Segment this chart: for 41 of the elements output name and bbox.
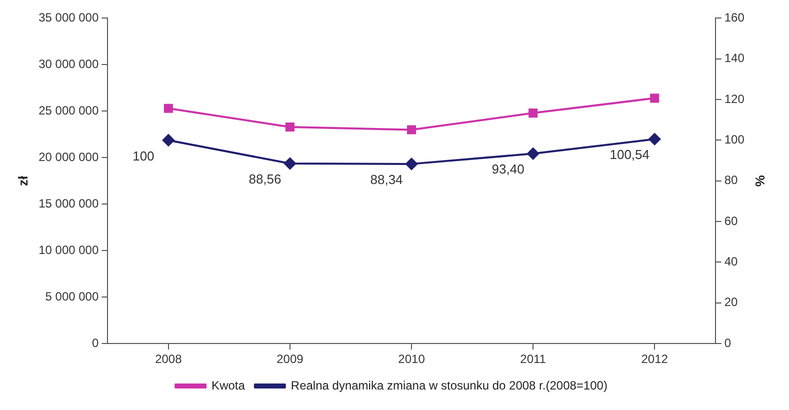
y-tick-label: 15 000 000 bbox=[38, 196, 99, 210]
point bbox=[284, 157, 296, 170]
x-tick-label: 2009 bbox=[276, 352, 304, 366]
y-tick-label: 5 000 000 bbox=[45, 289, 99, 304]
data-label: 100 bbox=[132, 148, 154, 164]
point bbox=[648, 133, 661, 146]
point bbox=[650, 94, 660, 103]
legend-label: Kwota bbox=[212, 378, 246, 392]
data-label: 100,54 bbox=[610, 147, 650, 162]
legend-label: Realna dynamika zmiana w stosunku do 2008 r.(2008=100) bbox=[290, 378, 608, 392]
y2-axis-title: % bbox=[752, 175, 768, 188]
point bbox=[406, 158, 418, 170]
x-tick-label: 2012 bbox=[641, 352, 668, 366]
y-tick-label: 10 000 000 bbox=[38, 242, 99, 257]
y2-tick-label: 140 bbox=[724, 51, 745, 66]
x-tick-label: 2010 bbox=[398, 352, 426, 366]
y2-tick-label: 0 bbox=[724, 336, 732, 350]
y2-tick-label: 120 bbox=[724, 92, 745, 106]
point bbox=[528, 108, 538, 118]
y2-tick-label: 100 bbox=[724, 132, 745, 147]
y2-tick-label: 80 bbox=[724, 173, 738, 188]
y-tick-label: 35 000 000 bbox=[38, 10, 99, 25]
point bbox=[406, 125, 416, 134]
y2-tick-label: 40 bbox=[724, 254, 738, 269]
point bbox=[164, 104, 173, 113]
point bbox=[162, 134, 174, 146]
data-label: 88,56 bbox=[248, 172, 282, 187]
point bbox=[285, 122, 295, 132]
x-tick-label: 2011 bbox=[520, 352, 546, 366]
y2-tick-label: 20 bbox=[724, 295, 738, 310]
data-label: 93,40 bbox=[492, 162, 524, 177]
y2-tick-label: 60 bbox=[724, 214, 738, 228]
y-axis-title: zł bbox=[15, 175, 30, 186]
point bbox=[527, 148, 540, 160]
data-label: 88,34 bbox=[370, 172, 403, 188]
y2-tick-label: 160 bbox=[724, 10, 745, 25]
x-tick-label: 2008 bbox=[155, 352, 182, 366]
y-tick-label: 0 bbox=[92, 336, 99, 350]
y-tick-label: 30 000 000 bbox=[38, 57, 99, 71]
y-tick-label: 25 000 000 bbox=[38, 103, 99, 118]
y-tick-label: 20 000 000 bbox=[38, 150, 99, 164]
